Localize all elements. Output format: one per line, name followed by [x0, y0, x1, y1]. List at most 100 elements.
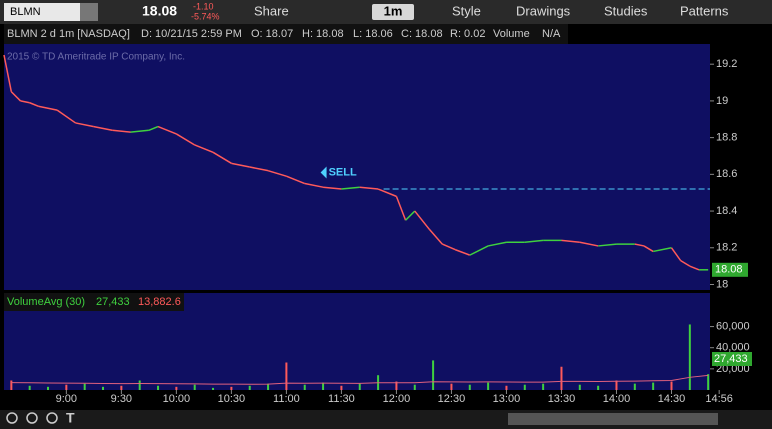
- price-segment: [561, 239, 580, 244]
- price-segment: [405, 210, 416, 221]
- price-segment: [689, 265, 700, 271]
- high: H: 18.08: [302, 28, 344, 40]
- volume-bar: [597, 385, 600, 390]
- patterns-button[interactable]: Patterns: [680, 3, 729, 18]
- volume-bar: [560, 366, 563, 390]
- price-segment: [469, 245, 489, 256]
- volume-bar: [230, 386, 233, 390]
- volume-value: N/A: [542, 28, 561, 40]
- volume-bar: [615, 380, 618, 390]
- price-segment: [194, 144, 214, 154]
- x-tick-label: 10:30: [218, 393, 246, 405]
- drawings-button[interactable]: Drawings: [516, 3, 571, 18]
- volume-bar: [395, 381, 398, 390]
- volume-bar: [487, 382, 490, 390]
- price-segment: [634, 243, 645, 247]
- price-segment: [10, 91, 22, 102]
- x-tick-label: 13:30: [548, 393, 576, 405]
- y-tick-label: 18.4: [716, 205, 737, 217]
- volume-legend-bar: [4, 293, 184, 311]
- close: C: 18.08: [401, 28, 443, 40]
- price-segment: [56, 109, 76, 124]
- interval-box[interactable]: [372, 4, 414, 20]
- x-tick-label: 11:30: [328, 393, 355, 405]
- price-segment: [414, 210, 431, 230]
- price-segment: [323, 186, 342, 190]
- x-tick-label: 14:56: [705, 393, 733, 405]
- symbol-dropdown[interactable]: [80, 3, 98, 21]
- volume-bar: [303, 384, 306, 390]
- volume-bar: [83, 383, 86, 390]
- scrollbar[interactable]: [508, 413, 718, 425]
- price-segment: [454, 248, 471, 256]
- avg-legend-value: 13,882.6: [138, 296, 181, 308]
- header-bar: [4, 24, 568, 44]
- price-segment: [441, 243, 456, 251]
- volume-bar: [47, 386, 50, 390]
- price-segment: [286, 175, 306, 185]
- sell-marker: [320, 166, 327, 179]
- volume-bar: [340, 385, 343, 390]
- price-segment: [643, 245, 654, 253]
- studies-button[interactable]: Studies: [604, 3, 648, 18]
- symbol: BLMN: [10, 6, 41, 18]
- price-segment: [598, 243, 617, 247]
- price-segment: [579, 241, 599, 247]
- volume-bar: [138, 380, 141, 390]
- volume-bar: [193, 384, 196, 390]
- volume-bar: [10, 380, 13, 390]
- price-segment: [29, 102, 40, 108]
- price-segment: [20, 100, 30, 104]
- zoom-icons[interactable]: [6, 412, 58, 424]
- x-tick-label: 14:00: [603, 393, 631, 405]
- style-button[interactable]: Style: [452, 3, 481, 18]
- share-button[interactable]: Share: [254, 3, 289, 18]
- x-tick-label: 9:00: [56, 393, 77, 405]
- x-tick-label: 11:00: [273, 393, 300, 405]
- volume-bar: [432, 360, 435, 390]
- y-tick-label: 19.2: [716, 58, 737, 70]
- volume-bar: [707, 374, 710, 390]
- price-segment: [157, 125, 177, 135]
- volume-avg-line: [11, 374, 709, 385]
- price-segment: [487, 241, 507, 247]
- price-segment: [377, 188, 397, 198]
- volume-bar: [450, 383, 453, 390]
- volume-bar: [248, 385, 251, 390]
- volume-bar: [65, 384, 68, 390]
- x-tick-label: 12:00: [383, 393, 411, 405]
- text-tool[interactable]: T: [66, 410, 75, 426]
- price-segment: [93, 125, 113, 132]
- price-segment: [249, 166, 269, 172]
- price-segment: [3, 54, 13, 92]
- volume-bar: [523, 384, 526, 390]
- last-price-label: 18.08: [715, 264, 743, 276]
- volume-bar: [652, 382, 655, 390]
- x-tick-label: 12:30: [438, 393, 466, 405]
- price-segment: [75, 122, 95, 128]
- last-volume-label: 27,433: [714, 353, 748, 365]
- volume-bar: [670, 381, 673, 390]
- volume-bar: [542, 383, 545, 390]
- volume-bar: [578, 384, 581, 390]
- volume-bar: [157, 385, 160, 390]
- volume-legend-value: 27,433: [96, 296, 130, 308]
- watermark: 2015 © TD Ameritrade IP Company, Inc.: [7, 52, 185, 63]
- date: D: 10/21/15 2:59 PM: [141, 28, 242, 40]
- last-price-box: [712, 262, 748, 277]
- price-segment: [653, 247, 672, 253]
- chart-title: BLMN 2 d 1m [NASDAQ]: [7, 28, 130, 40]
- price-segment: [524, 239, 544, 244]
- y-tick-label: 18.8: [716, 132, 737, 144]
- symbol-box[interactable]: [4, 3, 98, 21]
- price-segment: [267, 169, 287, 177]
- low: L: 18.06: [353, 28, 393, 40]
- volume-bar: [102, 386, 105, 390]
- volume-bar: [285, 362, 288, 390]
- y-tick-label: 19: [716, 95, 728, 107]
- y-tick-label: 40,000: [716, 342, 750, 354]
- open: O: 18.07: [251, 28, 293, 40]
- price-panel: [4, 44, 710, 290]
- last-volume-box: [712, 352, 752, 366]
